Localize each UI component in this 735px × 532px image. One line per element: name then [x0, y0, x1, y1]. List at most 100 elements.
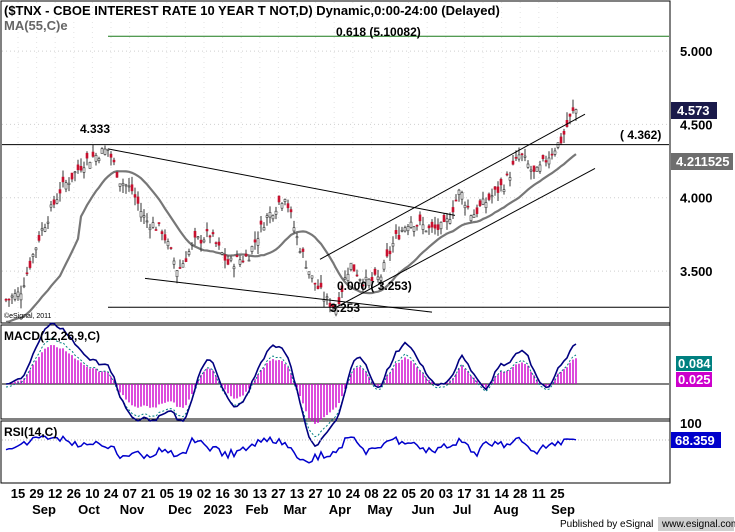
price-candle — [376, 276, 380, 280]
price-candle — [544, 160, 548, 163]
price-candle — [253, 239, 257, 243]
watermark: ©eSignal, 2011 — [4, 312, 52, 320]
price-candle — [4, 298, 8, 301]
price-candle — [73, 171, 77, 174]
price-tick-label: 4.500 — [680, 117, 713, 132]
price-candle — [64, 182, 68, 190]
x-day-label: 10 — [85, 486, 99, 501]
price-candle — [448, 219, 452, 224]
price-candle — [43, 227, 47, 232]
macd-signal-line — [5, 337, 577, 438]
macd-hist-tag-bg — [676, 372, 712, 387]
candles-layer — [4, 99, 578, 317]
rsi-layer — [2, 435, 669, 464]
price-candle — [10, 295, 14, 298]
price-candle — [217, 241, 221, 246]
price-candle — [166, 241, 170, 247]
price-candle — [91, 151, 95, 157]
x-month-label: Dec — [168, 502, 192, 517]
price-candle — [97, 158, 101, 161]
price-candle — [133, 194, 137, 198]
x-day-label: 12 — [48, 486, 62, 501]
price-candle — [226, 259, 230, 265]
price-candle — [151, 222, 155, 228]
price-candle — [286, 203, 290, 209]
price-candle — [352, 264, 356, 272]
price-candle — [412, 226, 416, 232]
price-candle — [547, 157, 551, 165]
price-candle — [289, 209, 293, 213]
price-candle — [409, 221, 413, 228]
price-candle — [256, 238, 260, 246]
price-candle — [295, 236, 299, 239]
price-candle — [190, 243, 194, 246]
price-candle — [49, 204, 53, 208]
price-candle — [307, 271, 311, 275]
price-candle — [100, 148, 104, 154]
macd-layer — [2, 322, 669, 448]
grid-layer — [2, 2, 669, 322]
price-candle — [157, 222, 161, 224]
x-axis-labels: 15 29 12 26 10 24 07 21 05 19 02 16 30 13 27 13 27 10 24 08… — [11, 486, 575, 517]
x-month-label: May — [367, 502, 393, 517]
price-candle — [124, 184, 128, 187]
x-month-label: Feb — [245, 502, 268, 517]
price-candle — [52, 199, 56, 205]
price-candle — [343, 277, 347, 280]
price-candle — [22, 285, 26, 288]
price-candle — [214, 242, 218, 244]
price-panel-frame — [0, 0, 671, 324]
price-candle — [208, 235, 212, 238]
x-month-label: Sep — [32, 502, 56, 517]
macd-signal-tag: 0.084 — [678, 356, 711, 371]
x-month-label: Oct — [78, 502, 100, 517]
price-candle — [496, 186, 500, 193]
price-candle — [481, 198, 485, 205]
price-candle — [316, 285, 320, 289]
price-candle — [442, 214, 446, 222]
price-candle — [193, 230, 197, 238]
price-candle — [532, 165, 536, 172]
price-candle — [358, 279, 362, 281]
price-candle — [13, 293, 17, 300]
price-candle — [40, 228, 44, 231]
wedge-lower-line — [144, 277, 433, 313]
x-day-label: 05 — [401, 486, 415, 501]
price-candle — [175, 270, 179, 278]
price-candle — [493, 186, 497, 190]
price-candle — [274, 210, 278, 215]
price-candle — [94, 155, 98, 162]
price-candle — [211, 232, 215, 235]
price-candle — [361, 284, 365, 287]
price-candle — [61, 176, 65, 183]
x-month-label: Jun — [411, 502, 434, 517]
rsi-value-tag: 68.359 — [675, 433, 715, 448]
macd-line — [5, 322, 577, 448]
price-candle — [37, 235, 41, 241]
price-candle — [112, 159, 116, 163]
price-candle — [262, 227, 266, 231]
fib-618-label: 0.618 (5.10082) — [336, 25, 421, 39]
price-candle — [250, 246, 254, 252]
price-candle — [406, 226, 410, 232]
price-candle — [229, 257, 233, 261]
price-candle — [475, 207, 479, 214]
price-candle — [280, 203, 284, 209]
price-candle — [76, 164, 80, 171]
price-candle — [514, 157, 518, 159]
price-candle — [385, 249, 389, 257]
price-candle — [439, 221, 443, 230]
price-candle — [535, 166, 539, 172]
price-candle — [478, 200, 482, 206]
price-candle — [58, 189, 62, 194]
price-candle — [562, 131, 566, 135]
rsi-line — [5, 435, 577, 464]
channel-upper-line — [319, 113, 586, 260]
price-candle — [121, 183, 125, 186]
price-candle — [373, 268, 377, 275]
x-month-label: Jul — [453, 502, 472, 517]
price-candle — [235, 254, 239, 258]
rsi-label: RSI(14,C) — [4, 425, 57, 439]
price-candle — [139, 211, 143, 218]
